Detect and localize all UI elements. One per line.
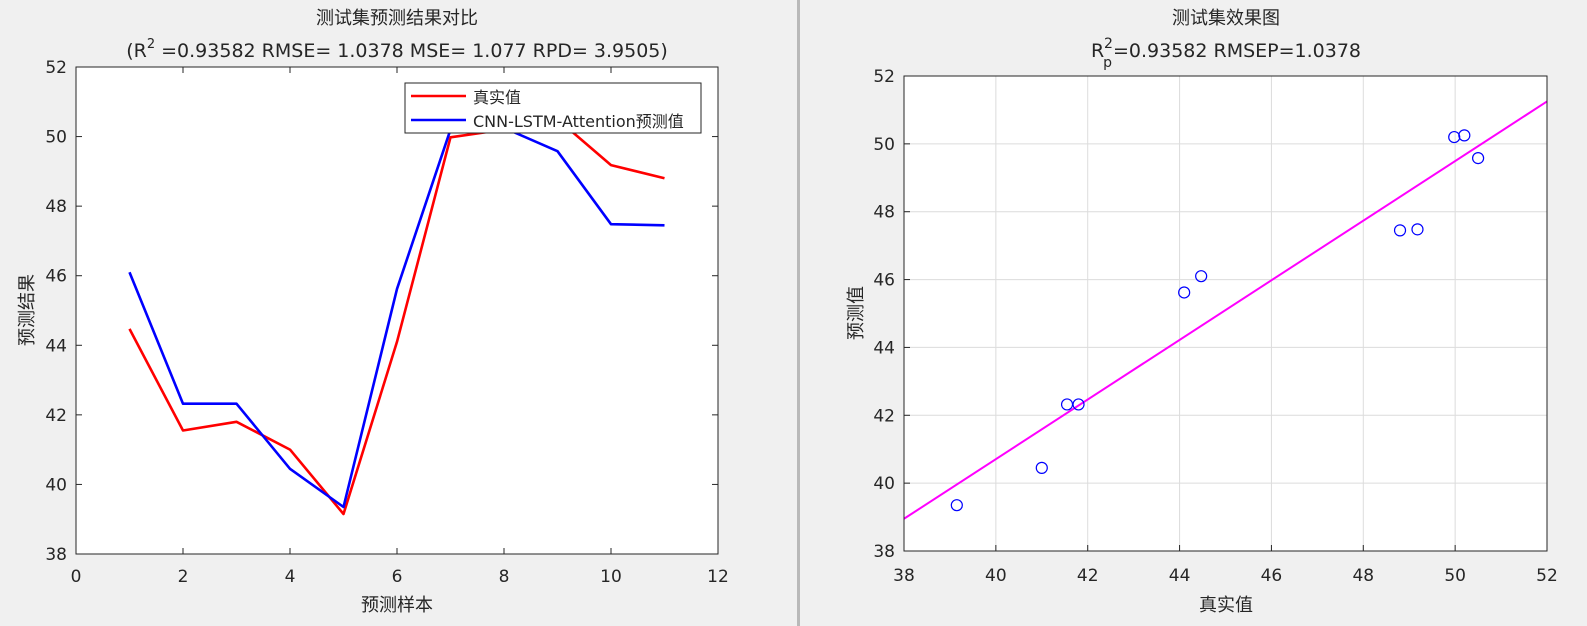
scatter-point — [1393, 224, 1407, 237]
y-tick-label: 38 — [873, 542, 895, 562]
legend: 真实值 CNN-LSTM-Attention预测值 — [404, 82, 702, 134]
y-tick-label: 46 — [45, 267, 67, 287]
plot-marks — [128, 117, 665, 516]
legend-entry-2: CNN-LSTM-Attention预测值 — [473, 112, 684, 131]
scatter-point — [1195, 270, 1208, 283]
y-axis-label: 预测结果 — [17, 274, 38, 346]
line-chart: 测试集预测结果对比 (R2 =0.93582 RMSE= 1.0378 MSE=… — [17, 8, 729, 616]
y-tick-label: 44 — [873, 338, 895, 358]
chart-subtitle: Rp2=0.93582 RMSEP=1.0378 — [1091, 36, 1361, 71]
y-tick-label: 46 — [873, 271, 895, 291]
scatter-point — [1411, 223, 1424, 236]
fit-line — [903, 100, 1548, 520]
scatter-point — [1472, 152, 1485, 165]
scatter-point — [950, 499, 963, 512]
y-tick-label: 40 — [873, 474, 895, 494]
grid — [903, 75, 1548, 552]
scatter-point — [1448, 130, 1461, 144]
y-tick-label: 52 — [45, 58, 67, 78]
chart-title: 测试集效果图 — [1172, 8, 1280, 29]
y-axis-label: 预测值 — [846, 286, 867, 340]
x-axis-label: 真实值 — [1199, 595, 1253, 616]
x-tick-label: 48 — [1352, 566, 1374, 586]
x-tick-label: 40 — [985, 566, 1007, 586]
plot-area — [76, 67, 718, 554]
scatter-point — [1035, 461, 1048, 474]
chart-title: 测试集预测结果对比 — [316, 8, 478, 29]
x-tick-label: 50 — [1444, 566, 1466, 586]
x-tick-label: 38 — [893, 566, 915, 586]
scatter-point — [1072, 398, 1085, 411]
x-tick-label: 10 — [600, 567, 622, 587]
x-tick-label: 42 — [1077, 566, 1099, 586]
y-tick-label: 40 — [45, 475, 67, 495]
axes-box — [75, 66, 719, 555]
y-tick-label: 42 — [873, 406, 895, 426]
y-tick-label: 48 — [45, 197, 67, 217]
axes-box — [903, 75, 1548, 552]
chart-subtitle: (R2 =0.93582 RMSE= 1.0378 MSE= 1.077 RPD… — [126, 37, 668, 62]
y-tick-label: 50 — [45, 128, 67, 148]
legend-entry-1: 真实值 — [473, 88, 521, 107]
y-tick-label: 38 — [45, 545, 67, 565]
scatter-point — [1178, 286, 1191, 299]
series-line-1 — [128, 117, 665, 516]
y-tick-label: 48 — [873, 203, 895, 223]
x-tick-label: 4 — [285, 567, 296, 587]
scatter-point — [1458, 129, 1471, 142]
plot-marks — [903, 100, 1548, 520]
y-tick-label: 50 — [873, 135, 895, 155]
plot-area — [904, 76, 1547, 551]
scatter-chart: 测试集效果图 Rp2=0.93582 RMSEP=1.0378 38 40 42 44… — [846, 8, 1558, 616]
axis-ticks: 38 40 42 44 46 48 50 52 38 40 42 44 46 48 50 52 — [873, 67, 1557, 586]
series-line-2 — [128, 126, 665, 509]
x-tick-label: 2 — [178, 567, 189, 587]
x-tick-label: 52 — [1536, 566, 1558, 586]
x-tick-label: 8 — [499, 567, 510, 587]
x-tick-label: 44 — [1169, 566, 1191, 586]
x-tick-label: 0 — [71, 567, 82, 587]
y-tick-label: 42 — [45, 406, 67, 426]
x-tick-label: 6 — [392, 567, 403, 587]
x-tick-label: 46 — [1261, 566, 1283, 586]
x-axis-label: 预测样本 — [361, 595, 433, 616]
x-tick-label: 12 — [707, 567, 729, 587]
legend-box — [404, 82, 702, 134]
panel-divider — [797, 0, 800, 626]
y-tick-label: 52 — [873, 67, 895, 87]
y-tick-label: 44 — [45, 336, 67, 356]
